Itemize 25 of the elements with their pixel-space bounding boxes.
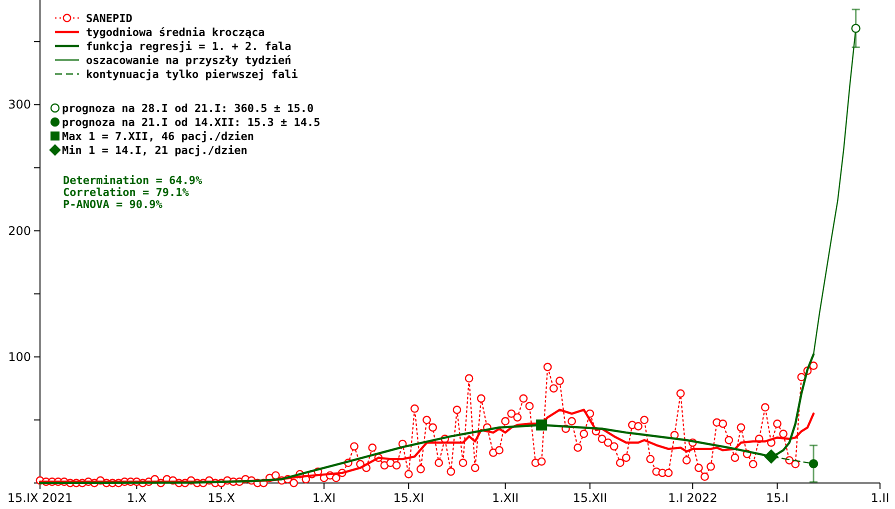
legend-label: Max 1 = 7.XII, 46 pacj./dzien: [62, 130, 254, 143]
legend-label: funkcja regresji = 1. + 2. fala: [86, 40, 292, 53]
annotation: Correlation = 79.1%: [63, 186, 190, 199]
annotation: P-ANOVA = 90.9%: [63, 198, 163, 211]
x-tick-label: 15.X: [208, 491, 235, 505]
legend-label: SANEPID: [86, 12, 133, 25]
x-tick-label: 1.XII: [492, 491, 519, 505]
y-tick-label: 300: [8, 98, 31, 112]
legend-label: prognoza na 21.I od 14.XII: 15.3 ± 14.5: [62, 116, 320, 129]
x-tick-label: 15.IX 2021: [7, 491, 73, 505]
legend-label: Min 1 = 14.I, 21 pacj./dzien: [62, 144, 248, 157]
annotation: Determination = 64.9%: [63, 174, 202, 187]
x-tick-label: 1.X: [126, 491, 147, 505]
legend-label: tygodniowa średnia krocząca: [86, 26, 265, 39]
legend-label: kontynuacja tylko pierwszej fali: [86, 68, 298, 81]
y-tick-label: 100: [8, 350, 31, 364]
x-tick-label: 1.I 2022: [668, 491, 718, 505]
legend-label: oszacowanie na przyszły tydzień: [86, 54, 292, 67]
x-tick-label: 15.XII: [572, 491, 608, 505]
x-tick-label: 15.XI: [393, 491, 424, 505]
y-tick-label: 200: [8, 224, 31, 238]
x-tick-label: 1.II: [870, 491, 890, 505]
x-tick-label: 15.I: [766, 491, 789, 505]
x-tick-label: 1.XI: [312, 491, 336, 505]
legend-label: prognoza na 28.I od 21.I: 360.5 ± 15.0: [62, 102, 314, 115]
